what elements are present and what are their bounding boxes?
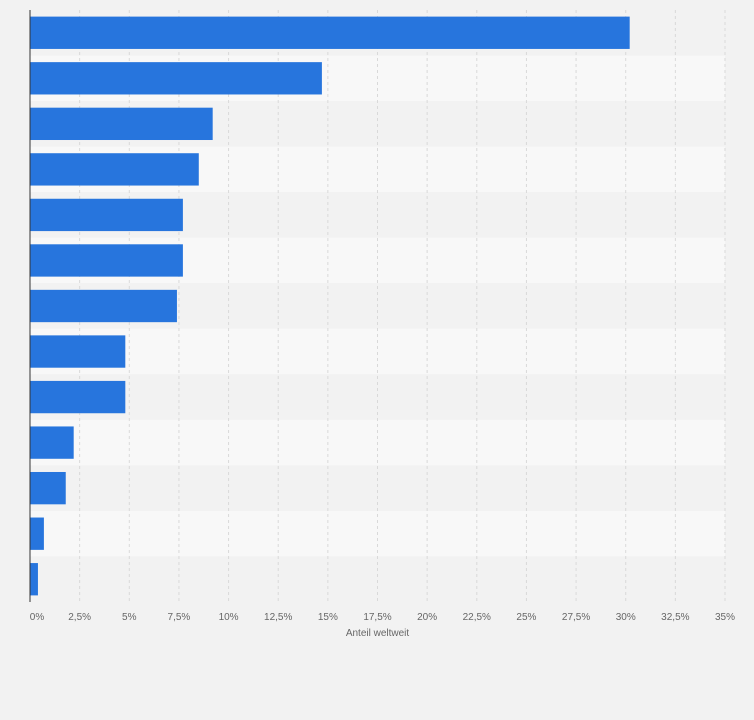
- bar[interactable]: [30, 380, 126, 414]
- bar[interactable]: [30, 517, 44, 550]
- bar[interactable]: [30, 471, 66, 505]
- x-tick-label: 20%: [417, 612, 437, 623]
- x-tick-label: 5%: [122, 612, 137, 623]
- bar[interactable]: [30, 153, 199, 186]
- x-tick-label: 30%: [616, 612, 636, 623]
- bar[interactable]: [30, 107, 213, 141]
- x-tick-label: 27,5%: [562, 612, 590, 623]
- x-tick-label: 12,5%: [264, 612, 292, 623]
- x-tick-labels: 0% 2,5% 5% 7,5% 10% 12,5% 15% 17,5% 20% 22,5% 25% 2…: [30, 612, 735, 623]
- x-axis-title: Anteil weltweit: [346, 628, 410, 639]
- bar[interactable]: [30, 198, 183, 232]
- x-tick-label: 7,5%: [168, 612, 191, 623]
- bar[interactable]: [30, 289, 177, 323]
- x-tick-label: 32,5%: [661, 612, 689, 623]
- x-tick-label: 0%: [30, 612, 45, 623]
- bar[interactable]: [30, 563, 38, 596]
- x-tick-label: 25%: [516, 612, 536, 623]
- bars: [30, 16, 630, 596]
- x-tick-label: 10%: [219, 612, 239, 623]
- bar[interactable]: [30, 244, 183, 277]
- bar[interactable]: [30, 16, 630, 49]
- x-tick-label: 17,5%: [363, 612, 391, 623]
- x-tick-label: 35%: [715, 612, 735, 623]
- bar[interactable]: [30, 62, 322, 95]
- bar[interactable]: [30, 426, 74, 459]
- x-tick-label: 2,5%: [68, 612, 91, 623]
- bar[interactable]: [30, 335, 126, 368]
- x-tick-label: 22,5%: [463, 612, 491, 623]
- x-tick-label: 15%: [318, 612, 338, 623]
